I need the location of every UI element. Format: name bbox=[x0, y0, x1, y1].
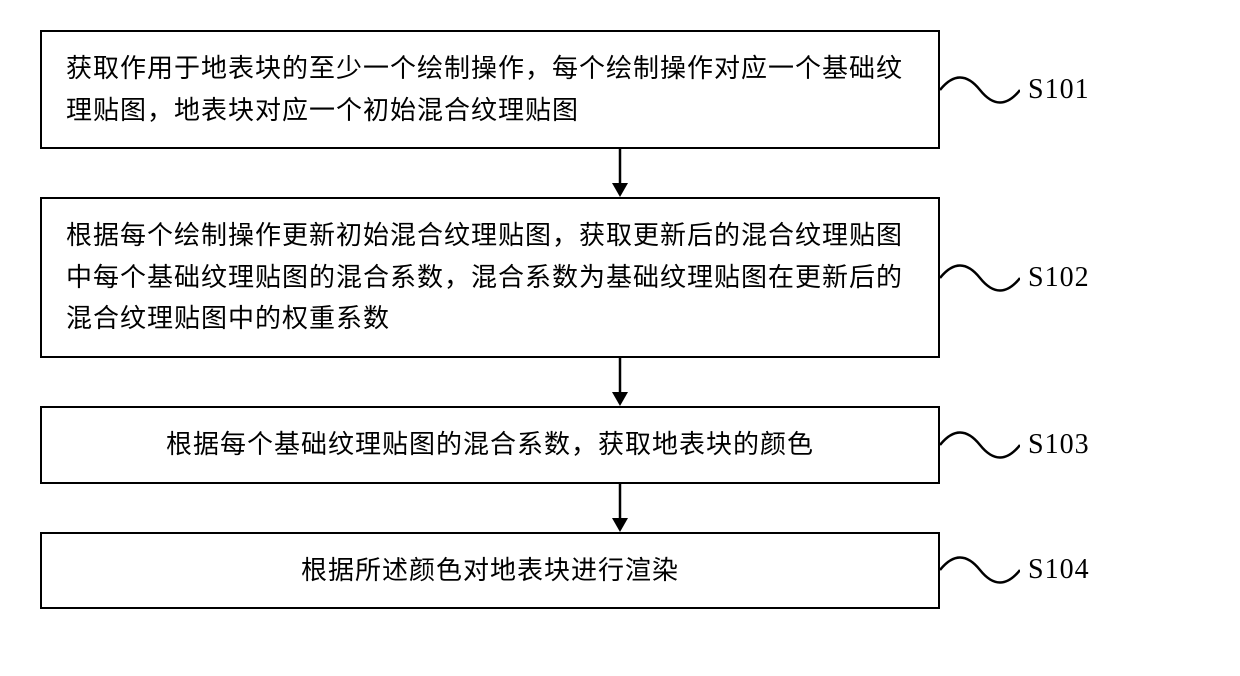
arrow-down-icon bbox=[605, 484, 635, 532]
label-connector-s101: S101 bbox=[940, 60, 1090, 120]
step-text-s103: 根据每个基础纹理贴图的混合系数，获取地表块的颜色 bbox=[166, 424, 814, 466]
curve-connector-icon bbox=[940, 540, 1020, 600]
step-text-s102: 根据每个绘制操作更新初始混合纹理贴图，获取更新后的混合纹理贴图中每个基础纹理贴图… bbox=[66, 215, 914, 340]
arrow-container-3 bbox=[170, 484, 1070, 532]
curve-connector-icon bbox=[940, 248, 1020, 308]
step-label-s103: S103 bbox=[1028, 429, 1090, 461]
step-label-s101: S101 bbox=[1028, 74, 1090, 106]
step-text-s101: 获取作用于地表块的至少一个绘制操作，每个绘制操作对应一个基础纹理贴图，地表块对应… bbox=[66, 48, 914, 131]
step-row-2: 根据每个绘制操作更新初始混合纹理贴图，获取更新后的混合纹理贴图中每个基础纹理贴图… bbox=[40, 197, 1200, 358]
arrow-down-icon bbox=[605, 358, 635, 406]
step-box-s103: 根据每个基础纹理贴图的混合系数，获取地表块的颜色 bbox=[40, 406, 940, 484]
curve-connector-icon bbox=[940, 60, 1020, 120]
curve-connector-icon bbox=[940, 415, 1020, 475]
step-box-s102: 根据每个绘制操作更新初始混合纹理贴图，获取更新后的混合纹理贴图中每个基础纹理贴图… bbox=[40, 197, 940, 358]
flowchart-container: 获取作用于地表块的至少一个绘制操作，每个绘制操作对应一个基础纹理贴图，地表块对应… bbox=[40, 30, 1200, 609]
arrow-container-2 bbox=[170, 358, 1070, 406]
label-connector-s104: S104 bbox=[940, 540, 1090, 600]
arrow-container-1 bbox=[170, 149, 1070, 197]
label-connector-s103: S103 bbox=[940, 415, 1090, 475]
arrow-down-icon bbox=[605, 149, 635, 197]
step-label-s102: S102 bbox=[1028, 262, 1090, 294]
step-row-4: 根据所述颜色对地表块进行渲染 S104 bbox=[40, 532, 1200, 610]
step-label-s104: S104 bbox=[1028, 554, 1090, 586]
label-connector-s102: S102 bbox=[940, 248, 1090, 308]
step-text-s104: 根据所述颜色对地表块进行渲染 bbox=[301, 550, 679, 592]
step-box-s101: 获取作用于地表块的至少一个绘制操作，每个绘制操作对应一个基础纹理贴图，地表块对应… bbox=[40, 30, 940, 149]
step-row-1: 获取作用于地表块的至少一个绘制操作，每个绘制操作对应一个基础纹理贴图，地表块对应… bbox=[40, 30, 1200, 149]
step-row-3: 根据每个基础纹理贴图的混合系数，获取地表块的颜色 S103 bbox=[40, 406, 1200, 484]
step-box-s104: 根据所述颜色对地表块进行渲染 bbox=[40, 532, 940, 610]
